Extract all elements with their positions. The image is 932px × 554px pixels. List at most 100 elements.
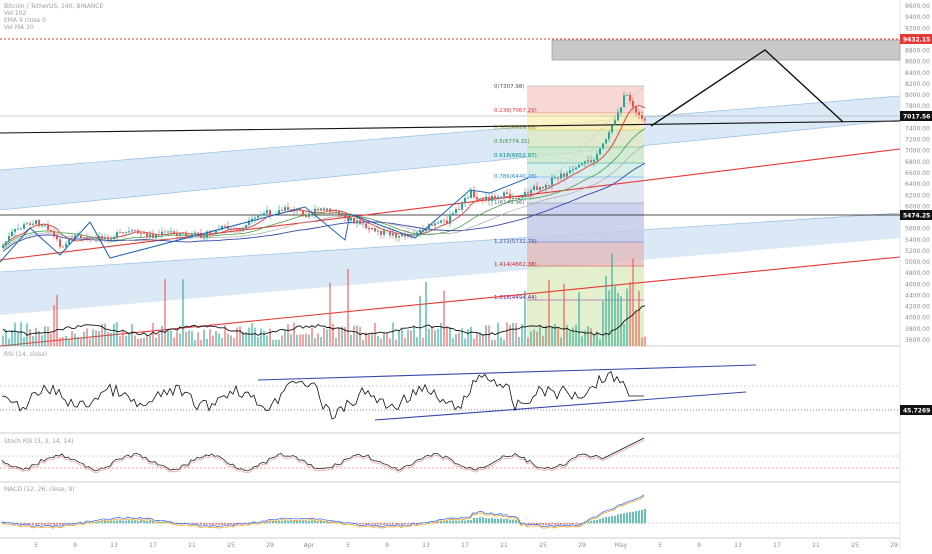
volume-bar — [239, 326, 241, 346]
candle-body — [575, 167, 577, 169]
candle-body — [344, 214, 346, 218]
macd-histogram-bar — [110, 521, 112, 523]
candle-body — [143, 233, 145, 234]
time-tick-label: 29 — [266, 542, 274, 549]
candle-body — [371, 228, 373, 229]
macd-histogram-bar — [131, 520, 133, 523]
candle-body — [560, 174, 562, 179]
candle-body — [353, 218, 355, 224]
candle-body — [173, 231, 175, 233]
macd-histogram-bar — [302, 521, 304, 524]
candle-body — [437, 223, 439, 224]
candle-body — [383, 230, 385, 235]
svg-text:45.7269: 45.7269 — [903, 408, 930, 415]
candle-body — [338, 211, 340, 214]
candle-body — [41, 225, 43, 226]
macd-histogram-bar — [575, 523, 577, 524]
svg-text:7017.56: 7017.56 — [903, 114, 930, 121]
candle-body — [14, 229, 16, 232]
candle-body — [440, 220, 442, 222]
macd-histogram-bar — [476, 518, 478, 523]
volume-bar — [2, 336, 4, 346]
macd-histogram-bar — [101, 521, 103, 523]
time-tick-label: 5 — [346, 542, 350, 549]
volume-bar — [602, 301, 604, 346]
candle-body — [509, 194, 511, 199]
volume-bar — [236, 328, 238, 346]
fib-level-label: 0(7307.98) — [494, 84, 525, 90]
volume-bar — [110, 333, 112, 346]
volume-bar — [212, 336, 214, 346]
volume-bar — [23, 337, 25, 346]
macd-histogram-bar — [224, 523, 226, 525]
chart-header-volume: Vol 102 — [4, 10, 27, 17]
volume-bar — [500, 337, 502, 346]
candle-body — [149, 234, 151, 237]
price-axis[interactable]: 9600.009400.009200.009000.008800.008600.… — [905, 3, 930, 344]
price-tick-label: 8400.00 — [905, 70, 930, 77]
candle-body — [542, 187, 544, 188]
macd-histogram-bar — [374, 523, 376, 525]
volume-bar — [452, 338, 454, 346]
volume-bar — [632, 259, 634, 346]
volume-bar — [620, 296, 622, 346]
macd-histogram-bar — [365, 523, 367, 524]
volume-bar — [476, 333, 478, 346]
candle-body — [377, 231, 379, 232]
macd-histogram-bar — [368, 523, 370, 524]
candle-body — [212, 233, 214, 234]
candle-body — [458, 209, 460, 210]
svg-text:9432.15: 9432.15 — [903, 37, 930, 44]
volume-bar — [458, 332, 460, 346]
volume-bar — [158, 334, 160, 346]
volume-bar — [284, 330, 286, 346]
candle-body — [596, 154, 598, 160]
candle-body — [590, 160, 592, 162]
volume-bar — [92, 329, 94, 346]
candle-body — [635, 107, 637, 112]
target-zone — [552, 40, 900, 60]
candle-body — [380, 231, 382, 235]
macd-histogram-bar — [209, 523, 211, 525]
price-tick-label: 9200.00 — [905, 25, 930, 32]
price-tick-label: 3800.00 — [905, 326, 930, 333]
volume-bar — [581, 337, 583, 346]
volume-bar — [83, 332, 85, 346]
volume-bar — [290, 334, 292, 346]
volume-bar — [41, 335, 43, 346]
macd-histogram-bar — [566, 523, 568, 525]
candle-body — [392, 233, 394, 235]
volume-bar — [296, 335, 298, 346]
macd-histogram-bar — [578, 523, 580, 524]
candle-body — [518, 198, 520, 199]
volume-bar — [68, 340, 70, 346]
volume-bar — [35, 328, 37, 346]
candle-body — [434, 223, 436, 225]
candle-body — [95, 238, 97, 239]
price-tick-label: 9600.00 — [905, 3, 930, 10]
candle-body — [512, 198, 514, 199]
candle-body — [638, 112, 640, 115]
macd-histogram-bar — [617, 514, 619, 523]
time-tick-label: 25 — [227, 542, 235, 549]
candle-body — [158, 234, 160, 235]
candle-body — [134, 230, 136, 231]
macd-histogram-bar — [485, 518, 487, 523]
candle-body — [179, 233, 181, 235]
volume-bar — [257, 337, 259, 346]
volume-bar — [356, 326, 358, 346]
candle-body — [641, 115, 643, 119]
candle-body — [467, 198, 469, 199]
volume-bar — [377, 336, 379, 346]
volume-bar — [434, 330, 436, 346]
volume-bar — [455, 334, 457, 346]
volume-bar — [146, 335, 148, 346]
candle-body — [629, 95, 631, 101]
volume-bar — [215, 331, 217, 346]
price-tick-label: 7200.00 — [905, 137, 930, 144]
macd-histogram-bar — [269, 521, 271, 523]
macd-histogram-bar — [380, 523, 382, 525]
time-tick-label: 21 — [500, 542, 508, 549]
candle-body — [341, 214, 343, 215]
